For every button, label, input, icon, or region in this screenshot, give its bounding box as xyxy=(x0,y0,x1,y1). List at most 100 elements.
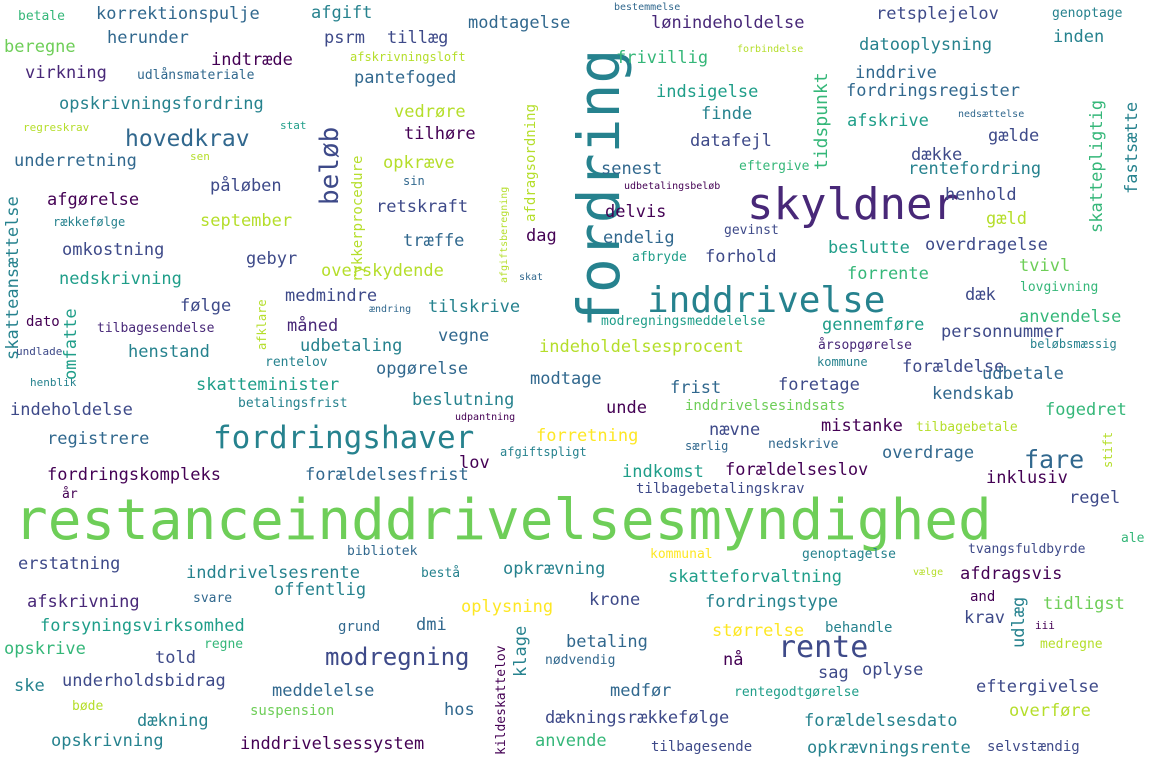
word: forsyningsvirksomhed xyxy=(40,616,245,636)
word: tilbagebetalingskrav xyxy=(636,481,805,497)
word: fordring xyxy=(565,48,633,328)
word: retsplejelov xyxy=(876,4,999,24)
word: vegne xyxy=(438,326,490,346)
word: herunder xyxy=(107,28,189,48)
word: omkostning xyxy=(62,240,165,260)
word: tilskrive xyxy=(428,297,521,317)
word: endelig xyxy=(603,228,675,248)
word: fastsætte xyxy=(1122,101,1142,194)
word: told xyxy=(155,648,196,668)
word: pantefoged xyxy=(354,68,457,88)
word: afbryde xyxy=(632,250,687,265)
word: bibliotek xyxy=(347,544,418,559)
word: nedskrivning xyxy=(59,269,182,289)
word: tvivl xyxy=(1019,256,1071,276)
word: nødvendig xyxy=(545,653,616,668)
word: frivillig xyxy=(616,48,709,68)
word: svare xyxy=(193,591,233,606)
word: sen xyxy=(190,150,210,163)
word: skattepligtig xyxy=(1087,99,1107,233)
word: rykkerprocedure xyxy=(350,155,366,282)
word: udlånsmateriale xyxy=(137,68,255,83)
word: stat xyxy=(280,119,307,132)
word: gennemføre xyxy=(822,315,925,335)
word: afgiftspligt xyxy=(500,445,587,459)
word: forældelse xyxy=(902,357,1005,377)
word: genoptage xyxy=(1052,6,1123,21)
word: vedrøre xyxy=(394,102,466,122)
word: dato xyxy=(26,314,60,330)
word: modtage xyxy=(530,369,602,389)
word: kendskab xyxy=(932,384,1014,404)
word: gevinst xyxy=(724,223,779,238)
word: sin xyxy=(403,174,425,188)
word: virkning xyxy=(25,63,107,83)
word: udbetaling xyxy=(300,336,403,356)
word: krav xyxy=(964,608,1005,628)
word: rentegodtgørelse xyxy=(734,685,860,700)
word: korrektionspulje xyxy=(96,4,260,24)
word: påløben xyxy=(210,176,282,196)
word: kommunal xyxy=(650,547,713,562)
word: rentelov xyxy=(265,355,328,370)
word: retskraft xyxy=(376,197,469,217)
word: fogedret xyxy=(1045,400,1127,420)
word: indeholdelsesprocent xyxy=(539,337,744,357)
word: kommune xyxy=(817,355,868,369)
word: bestemmelse xyxy=(614,2,681,13)
word: inklusiv xyxy=(986,468,1068,488)
word: unde xyxy=(606,398,647,418)
word: inddrivelsessystem xyxy=(240,734,425,754)
word: medregne xyxy=(1040,637,1103,652)
word: eftergivelse xyxy=(976,677,1099,697)
word: and xyxy=(970,589,996,605)
word: skyldner xyxy=(747,179,959,230)
word: dæk xyxy=(965,285,996,305)
word: indeholdelse xyxy=(10,400,133,420)
word: fare xyxy=(1024,445,1085,474)
word: inden xyxy=(1053,27,1105,47)
word: forbindelse xyxy=(737,44,804,55)
word: finde xyxy=(701,104,753,124)
word: betalingsfrist xyxy=(238,396,348,411)
word: meddelelse xyxy=(272,681,375,701)
word: ændring xyxy=(369,304,412,315)
word: nedskrive xyxy=(768,437,839,452)
word: krone xyxy=(589,590,641,610)
word: anvende xyxy=(535,731,607,751)
word: skatteforvaltning xyxy=(668,567,842,587)
word: dækning xyxy=(137,711,209,731)
word: hos xyxy=(444,700,475,720)
word: indsigelse xyxy=(656,82,759,102)
word: særlig xyxy=(685,439,729,453)
word: sag xyxy=(818,663,849,683)
word: ske xyxy=(14,676,45,696)
word: opkrævning xyxy=(503,559,606,579)
word: inddrivelsesindsats xyxy=(685,398,846,414)
word: tilbagesendelse xyxy=(97,321,215,336)
word: grund xyxy=(338,619,381,635)
word: beregne xyxy=(4,37,76,57)
word: udbetale xyxy=(982,364,1064,384)
word: henblik xyxy=(30,376,77,389)
word: selvstændig xyxy=(987,739,1080,755)
word: ale xyxy=(1121,531,1145,546)
word: afskrivning xyxy=(27,592,140,612)
word: betale xyxy=(18,9,65,24)
word: stift xyxy=(1101,431,1115,468)
word: offentlig xyxy=(274,580,367,600)
word: tilhøre xyxy=(404,124,476,144)
word: afgiftsberegning xyxy=(499,186,510,283)
word: oplyse xyxy=(862,660,924,680)
word: medfør xyxy=(610,681,672,701)
word: beløbsmæssig xyxy=(1030,337,1117,351)
word: henstand xyxy=(128,342,210,362)
word: afdragsordning xyxy=(523,103,539,222)
word: lov xyxy=(459,453,490,473)
word: regne xyxy=(204,637,244,652)
word: opskrivning xyxy=(51,731,164,751)
word: bøde xyxy=(72,699,104,714)
word: tilbagebetale xyxy=(916,420,1018,435)
word: indtræde xyxy=(211,50,293,70)
word: modtagelse xyxy=(468,13,571,33)
